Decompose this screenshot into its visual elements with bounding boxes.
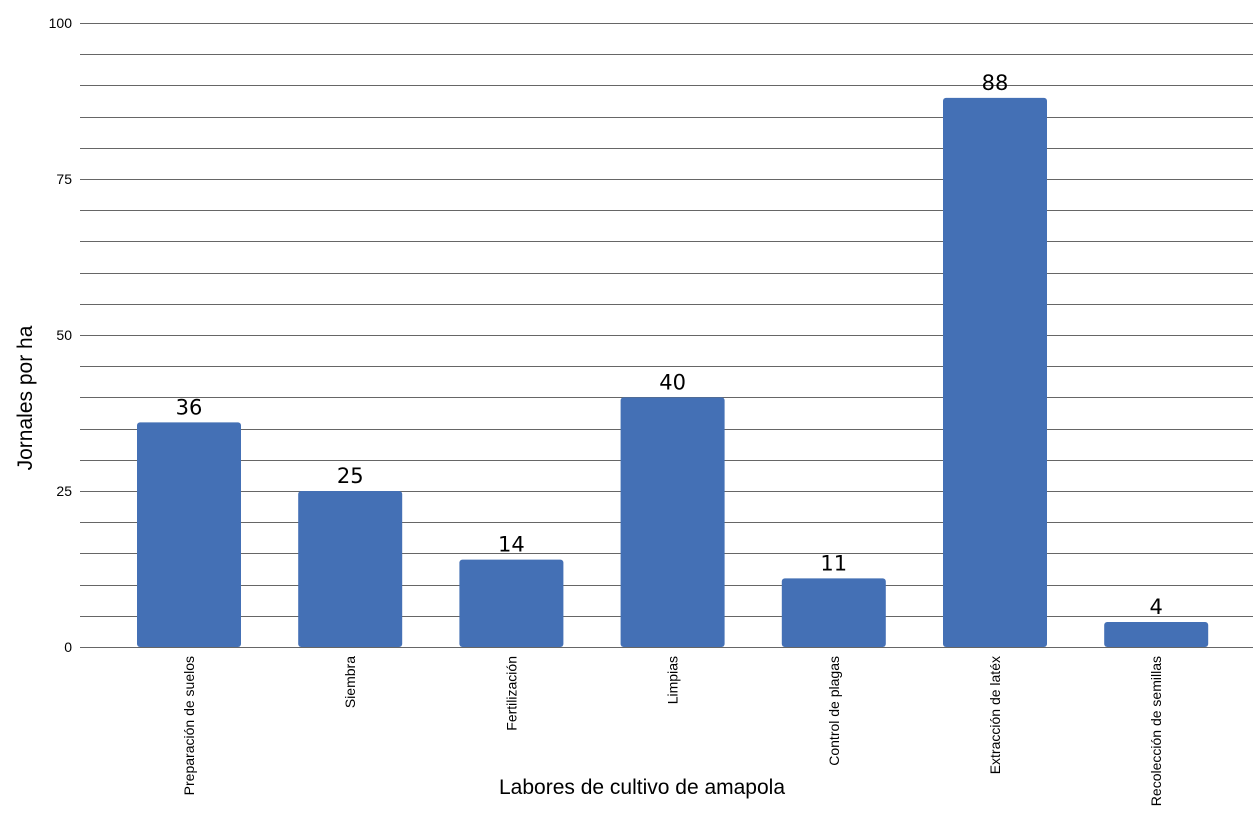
y-tick-label: 50: [56, 327, 72, 343]
data-label: 88: [982, 71, 1009, 95]
x-tick-label: Siembra: [342, 656, 358, 708]
data-label: 25: [337, 464, 364, 488]
data-label: 11: [820, 551, 847, 575]
bar: [620, 397, 725, 647]
y-tick-label: 0: [64, 639, 72, 655]
bar: [781, 578, 886, 647]
x-tick-label: Fertilización: [503, 656, 519, 731]
x-tick-label: Preparación de suelos: [181, 656, 197, 795]
data-label: 14: [498, 533, 525, 557]
x-tick-label: Recolección de semillas: [1148, 656, 1164, 806]
data-label: 36: [176, 395, 203, 419]
y-axis-title: Jornales por ha: [14, 325, 37, 470]
data-label: 4: [1150, 595, 1163, 619]
bar: [459, 559, 564, 647]
x-axis-title: Labores de cultivo de amapola: [499, 776, 785, 799]
bars: [137, 97, 1209, 647]
x-tick-label: Limpias: [665, 656, 681, 704]
y-axis-ticks: 0 25 50 75 100: [49, 15, 73, 655]
bar: [298, 491, 403, 647]
bar: [943, 97, 1047, 647]
data-labels: 36 25 14 40 11 88 4: [176, 71, 1163, 619]
bar: [137, 422, 241, 647]
x-axis-category-labels: Preparación de suelos Siembra Fertilizació…: [181, 656, 1164, 806]
x-tick-label: Control de plagas: [826, 656, 842, 766]
x-tick-label: Extracción de latéx: [987, 656, 1003, 774]
y-tick-label: 25: [56, 483, 72, 499]
bar: [1104, 622, 1209, 647]
y-tick-label: 75: [56, 171, 72, 187]
gridlines: [80, 23, 1253, 648]
y-tick-label: 100: [49, 15, 73, 31]
data-label: 40: [659, 370, 686, 394]
